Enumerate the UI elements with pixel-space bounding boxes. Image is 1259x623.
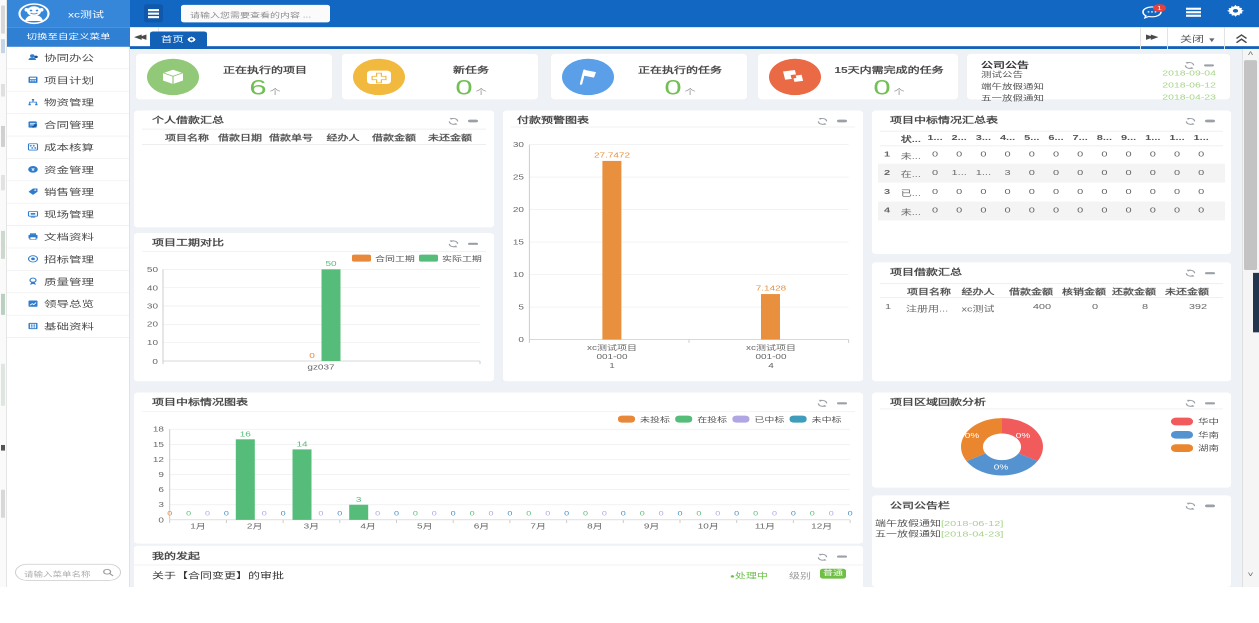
svg-text:湖南: 湖南 — [1198, 443, 1219, 452]
svg-text:gz037: gz037 — [307, 363, 334, 371]
svg-text:15: 15 — [513, 238, 524, 246]
svg-text:10: 10 — [147, 338, 158, 346]
svg-text:20: 20 — [513, 205, 524, 213]
svg-text:16: 16 — [240, 430, 251, 438]
svg-text:0: 0 — [507, 510, 512, 517]
svg-text:3: 3 — [158, 501, 164, 509]
svg-text:10月: 10月 — [698, 522, 719, 530]
svg-text:30: 30 — [513, 140, 524, 148]
svg-text:30: 30 — [147, 302, 158, 310]
svg-text:0: 0 — [489, 510, 494, 517]
svg-text:0%: 0% — [994, 463, 1009, 471]
svg-text:6月: 6月 — [474, 522, 490, 530]
svg-text:0: 0 — [715, 510, 720, 517]
svg-text:0: 0 — [829, 510, 834, 517]
svg-text:0: 0 — [602, 510, 607, 517]
svg-text:4: 4 — [768, 361, 774, 369]
svg-text:0: 0 — [810, 510, 815, 517]
svg-text:0: 0 — [205, 510, 210, 517]
svg-text:0: 0 — [678, 510, 683, 517]
svg-text:0: 0 — [432, 510, 437, 517]
svg-text:0: 0 — [318, 510, 323, 517]
svg-text:已中标: 已中标 — [754, 415, 784, 424]
svg-text:001-00: 001-00 — [755, 352, 786, 360]
svg-text:0: 0 — [470, 510, 475, 517]
svg-text:0: 0 — [375, 510, 380, 517]
svg-text:2月: 2月 — [247, 522, 263, 530]
svg-text:xc测试项目: xc测试项目 — [587, 342, 637, 351]
svg-text:9月: 9月 — [644, 522, 660, 530]
svg-text:5月: 5月 — [417, 522, 433, 530]
svg-text:12: 12 — [153, 456, 164, 464]
svg-text:12月: 12月 — [811, 522, 832, 530]
svg-text:0: 0 — [659, 510, 664, 517]
svg-text:在投标: 在投标 — [697, 415, 727, 424]
svg-text:xc测试项目: xc测试项目 — [746, 342, 796, 351]
svg-text:未中标: 未中标 — [812, 415, 842, 424]
svg-text:50: 50 — [147, 266, 158, 274]
svg-text:5: 5 — [518, 303, 524, 311]
svg-text:1月: 1月 — [190, 522, 206, 530]
svg-text:0: 0 — [262, 510, 267, 517]
svg-text:40: 40 — [147, 284, 158, 292]
svg-text:0: 0 — [413, 510, 418, 517]
svg-text:0: 0 — [734, 510, 739, 517]
svg-text:0: 0 — [791, 510, 796, 517]
svg-text:9: 9 — [158, 471, 164, 479]
svg-text:¥: ¥ — [31, 168, 34, 173]
svg-text:10: 10 — [513, 270, 524, 278]
svg-text:4月: 4月 — [360, 522, 376, 530]
svg-text:18: 18 — [153, 425, 164, 433]
svg-text:0: 0 — [545, 510, 550, 517]
svg-text:50: 50 — [325, 259, 336, 267]
svg-text:7.1428: 7.1428 — [756, 284, 787, 292]
svg-text:0: 0 — [564, 510, 569, 517]
svg-text:0%: 0% — [965, 432, 980, 440]
svg-text:华南: 华南 — [1198, 430, 1219, 439]
svg-text:001-00: 001-00 — [596, 352, 627, 360]
svg-text:0: 0 — [753, 510, 758, 517]
svg-text:0: 0 — [772, 510, 777, 517]
svg-text:20: 20 — [147, 320, 158, 328]
svg-text:3: 3 — [356, 496, 362, 504]
svg-text:0: 0 — [451, 510, 456, 517]
svg-text:3月: 3月 — [304, 522, 320, 530]
svg-text:0: 0 — [337, 510, 342, 517]
svg-text:0: 0 — [621, 510, 626, 517]
svg-text:0: 0 — [848, 510, 853, 517]
svg-text:0: 0 — [152, 357, 158, 365]
svg-text:0: 0 — [167, 510, 172, 517]
svg-text:未投标: 未投标 — [640, 415, 670, 424]
svg-text:7月: 7月 — [530, 522, 546, 530]
svg-text:0: 0 — [640, 510, 645, 517]
svg-text:1: 1 — [609, 361, 615, 369]
svg-text:0: 0 — [158, 516, 164, 524]
svg-text:11月: 11月 — [755, 522, 775, 530]
svg-text:0: 0 — [526, 510, 531, 517]
svg-text:0: 0 — [394, 510, 399, 517]
svg-text:0%: 0% — [1016, 432, 1031, 440]
svg-text:0: 0 — [186, 510, 191, 517]
svg-text:0: 0 — [224, 510, 229, 517]
svg-text:0: 0 — [518, 335, 524, 343]
svg-text:0: 0 — [696, 510, 701, 517]
svg-text:27.7472: 27.7472 — [594, 151, 630, 159]
svg-text:0: 0 — [281, 510, 286, 517]
svg-text:0: 0 — [583, 510, 588, 517]
svg-text:实际工期: 实际工期 — [442, 254, 482, 263]
svg-text:6: 6 — [158, 486, 164, 494]
svg-text:14: 14 — [296, 440, 307, 448]
svg-text:华中: 华中 — [1198, 417, 1219, 426]
svg-text:0: 0 — [309, 352, 315, 360]
svg-text:25: 25 — [513, 173, 524, 181]
svg-text:15: 15 — [153, 440, 164, 448]
svg-text:合同工期: 合同工期 — [375, 254, 415, 263]
svg-text:8月: 8月 — [587, 522, 603, 530]
